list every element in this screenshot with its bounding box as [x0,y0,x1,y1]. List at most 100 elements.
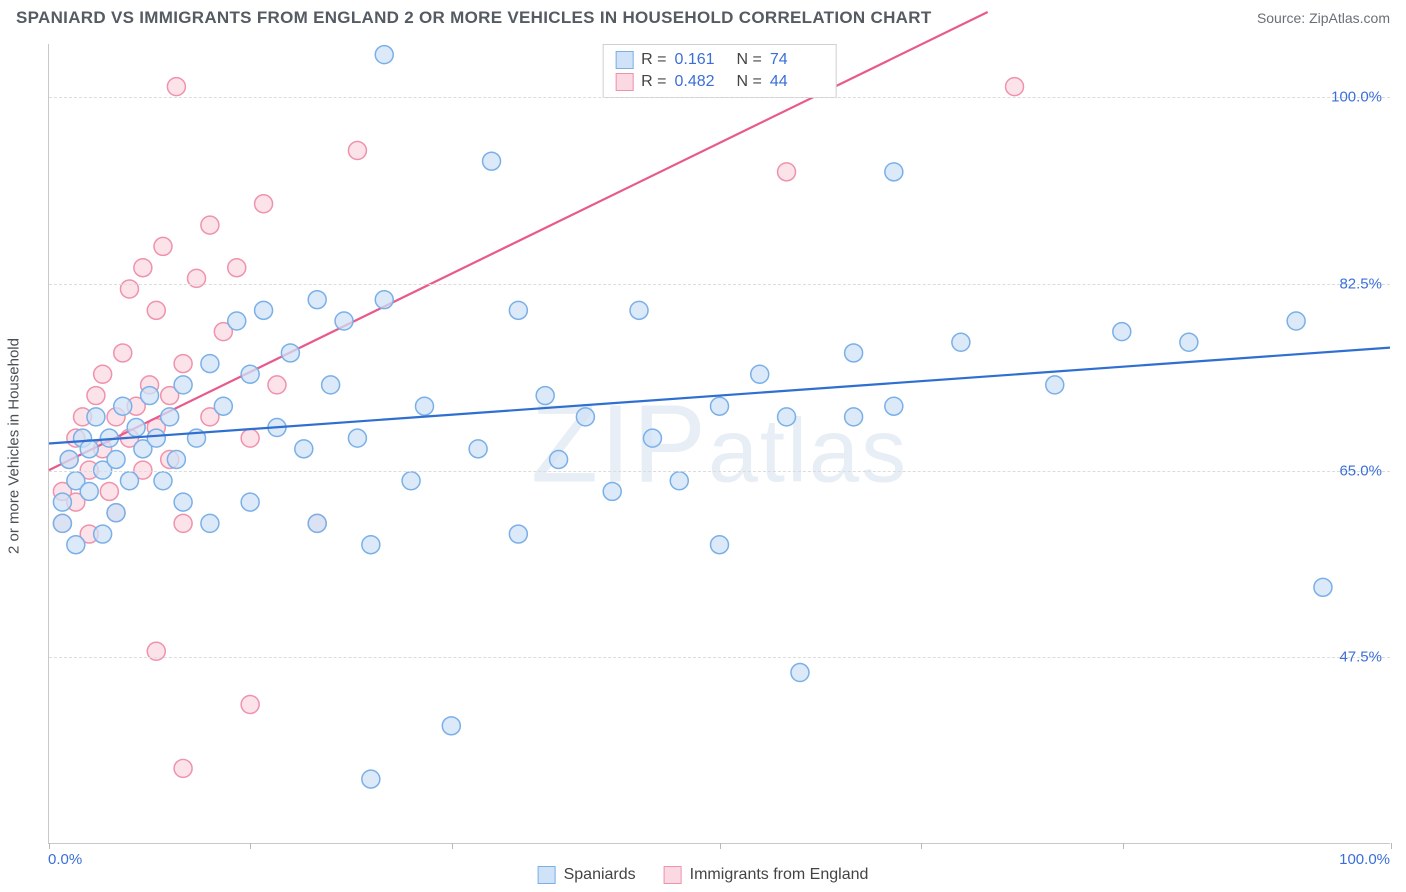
x-tick [1391,843,1392,849]
data-point [469,440,487,458]
x-tick [720,843,721,849]
data-point [174,376,192,394]
data-point [402,472,420,490]
data-point [335,312,353,330]
data-point [154,237,172,255]
data-point [1180,333,1198,351]
legend-label: Spaniards [564,866,636,884]
data-point [201,514,219,532]
data-point [281,344,299,362]
data-point [375,46,393,64]
data-point [751,365,769,383]
data-point [603,482,621,500]
gridline [49,471,1390,472]
data-point [107,504,125,522]
series-swatch [615,51,633,69]
x-tick [1123,843,1124,849]
data-point [375,291,393,309]
y-tick-label: 82.5% [1339,276,1382,293]
correlation-stats-box: R =0.161N =74R =0.482N =44 [602,44,837,98]
data-point [1314,578,1332,596]
chart-plot-area: ZIPatlas R =0.161N =74R =0.482N =44 47.5… [48,44,1390,844]
data-point [94,525,112,543]
data-point [268,376,286,394]
data-point [670,472,688,490]
data-point [147,429,165,447]
data-point [415,397,433,415]
data-point [630,301,648,319]
data-point [80,440,98,458]
scatter-svg [49,44,1390,843]
data-point [255,301,273,319]
data-point [952,333,970,351]
data-point [643,429,661,447]
data-point [120,280,138,298]
r-label: R = [641,73,666,91]
legend-item: Spaniards [538,866,636,884]
data-point [308,291,326,309]
data-point [1113,323,1131,341]
trend-line [49,12,988,470]
data-point [241,493,259,511]
y-tick-label: 100.0% [1331,89,1382,106]
y-tick-label: 47.5% [1339,649,1382,666]
r-value: 0.482 [675,73,729,91]
x-axis-min-label: 0.0% [48,851,82,868]
data-point [845,408,863,426]
gridline [49,657,1390,658]
data-point [778,408,796,426]
data-point [845,344,863,362]
data-point [100,482,118,500]
gridline [49,284,1390,285]
data-point [87,387,105,405]
trend-line [49,348,1390,444]
data-point [201,355,219,373]
data-point [255,195,273,213]
data-point [483,152,501,170]
y-tick-label: 65.0% [1339,462,1382,479]
data-point [107,450,125,468]
data-point [214,397,232,415]
data-point [791,664,809,682]
data-point [114,397,132,415]
r-label: R = [641,51,666,69]
data-point [885,163,903,181]
data-point [509,301,527,319]
x-tick [250,843,251,849]
n-label: N = [737,51,762,69]
chart-title: SPANIARD VS IMMIGRANTS FROM ENGLAND 2 OR… [16,8,932,28]
data-point [80,482,98,500]
data-point [295,440,313,458]
data-point [442,717,460,735]
stats-row: R = 0.482 N = 44 [615,71,824,93]
data-point [536,387,554,405]
n-value: 74 [770,51,824,69]
series-swatch [615,73,633,91]
data-point [228,259,246,277]
data-point [114,344,132,362]
data-point [885,397,903,415]
data-point [576,408,594,426]
data-point [154,472,172,490]
data-point [127,419,145,437]
data-point [53,514,71,532]
data-point [134,259,152,277]
y-axis-label: 2 or more Vehicles in Household [6,338,23,554]
data-point [161,408,179,426]
data-point [174,514,192,532]
data-point [348,142,366,160]
source-attribution: Source: ZipAtlas.com [1257,10,1390,26]
data-point [711,397,729,415]
data-point [201,216,219,234]
data-point [53,493,71,511]
data-point [711,536,729,554]
data-point [174,355,192,373]
data-point [174,493,192,511]
data-point [322,376,340,394]
data-point [1287,312,1305,330]
data-point [550,450,568,468]
n-value: 44 [770,73,824,91]
data-point [778,163,796,181]
gridline [49,97,1390,98]
n-label: N = [737,73,762,91]
